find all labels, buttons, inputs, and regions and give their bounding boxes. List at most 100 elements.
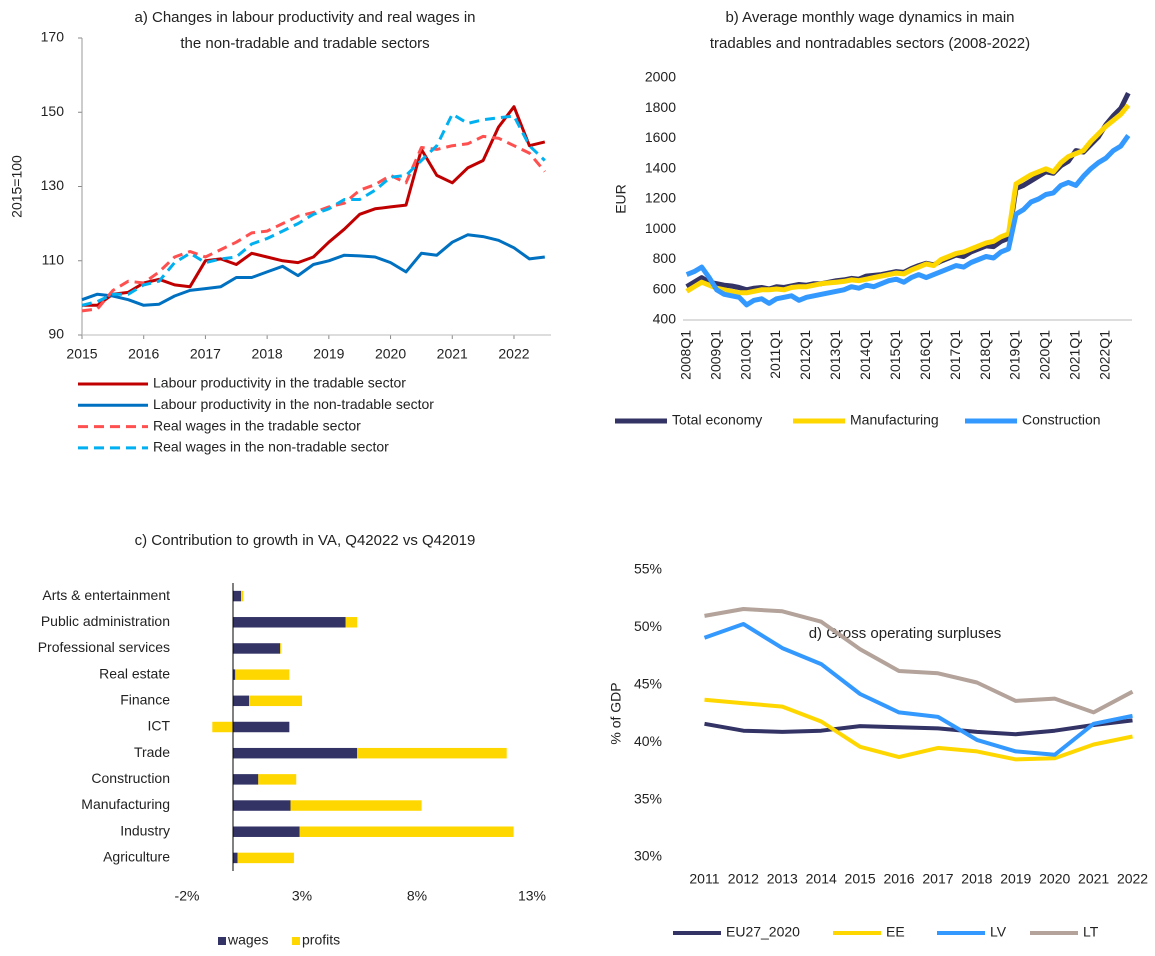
y-tick-label: 30% xyxy=(634,848,662,864)
legend-label: Real wages in the non-tradable sector xyxy=(153,439,389,455)
y-tick-label: 1000 xyxy=(645,220,676,236)
y-tick-label: 35% xyxy=(634,790,662,806)
y-tick-label: 1400 xyxy=(645,159,676,175)
bar-segment xyxy=(241,590,244,602)
category-label: Construction xyxy=(91,770,170,786)
y-tick-label: 170 xyxy=(41,29,65,45)
x-tick-label: 2009Q1 xyxy=(707,330,723,380)
bar-segment xyxy=(258,774,297,785)
series-line xyxy=(81,134,546,313)
x-tick-label: 2016 xyxy=(128,346,159,362)
x-tick-label: 2022 xyxy=(1117,871,1148,887)
x-tick-label: 2016 xyxy=(883,871,914,887)
category-label: Public administration xyxy=(41,613,170,629)
y-axis-title: % of GDP xyxy=(608,682,624,744)
series-line xyxy=(704,718,1133,737)
legend-label: EU27_2020 xyxy=(726,924,800,940)
y-tick-label: 1800 xyxy=(645,99,676,115)
y-tick-label: 130 xyxy=(41,177,65,193)
legend-label: Labour productivity in the tradable sect… xyxy=(153,375,406,391)
x-tick-label: 2018 xyxy=(961,871,992,887)
x-tick-label: 2013Q1 xyxy=(827,330,843,380)
y-tick-label: 55% xyxy=(634,561,662,577)
x-tick-label: 8% xyxy=(407,888,427,904)
series-line xyxy=(704,607,1134,715)
x-tick-label: 13% xyxy=(518,888,546,904)
category-label: Arts & entertainment xyxy=(42,587,170,603)
y-tick-label: 800 xyxy=(653,250,677,266)
bar-segment xyxy=(233,590,242,602)
x-tick-label: 2016Q1 xyxy=(917,330,933,380)
y-tick-label: 600 xyxy=(653,280,677,296)
y-tick-label: 45% xyxy=(634,676,662,692)
chart-title: d) Gross operating surpluses xyxy=(809,625,1002,642)
legend-label: Real wages in the tradable sector xyxy=(153,417,361,433)
x-tick-label: 2015Q1 xyxy=(887,330,903,380)
legend-label: EE xyxy=(886,924,905,940)
bar-segment xyxy=(233,695,250,707)
category-label: Professional services xyxy=(38,639,170,655)
chart-title: a) Changes in labour productivity and re… xyxy=(134,9,475,26)
y-axis-title: 2015=100 xyxy=(9,155,25,218)
x-tick-label: 2019Q1 xyxy=(1007,330,1023,380)
series-line xyxy=(81,233,545,307)
bar-segment xyxy=(345,617,358,628)
bar-segment xyxy=(233,826,300,837)
x-tick-label: 2012Q1 xyxy=(797,330,813,380)
legend-swatch xyxy=(218,937,226,945)
y-tick-label: 150 xyxy=(41,103,65,119)
series-line xyxy=(703,622,1133,757)
chart-title: tradables and nontradables sectors (2008… xyxy=(710,35,1030,52)
y-tick-label: 400 xyxy=(653,311,677,327)
x-tick-label: 2017 xyxy=(190,346,221,362)
y-tick-label: 1200 xyxy=(645,190,676,206)
x-tick-label: 3% xyxy=(292,888,312,904)
legend-label: Construction xyxy=(1022,412,1101,428)
y-axis-title: EUR xyxy=(613,184,629,214)
bar-segment xyxy=(233,721,290,733)
legend-label: wages xyxy=(227,932,268,948)
x-tick-label: 2020Q1 xyxy=(1037,330,1053,380)
x-tick-label: 2012 xyxy=(728,871,759,887)
y-tick-label: 2000 xyxy=(645,69,676,85)
x-tick-label: 2013 xyxy=(767,871,798,887)
category-label: Agriculture xyxy=(103,849,170,865)
x-tick-label: 2019 xyxy=(1000,871,1031,887)
bar-segment xyxy=(233,617,346,628)
legend-label: Total economy xyxy=(672,412,762,428)
x-tick-label: 2015 xyxy=(845,871,876,887)
x-tick-label: 2011 xyxy=(689,871,719,887)
x-tick-label: 2014Q1 xyxy=(857,330,873,380)
x-tick-label: 2021Q1 xyxy=(1067,330,1083,380)
bar-segment xyxy=(233,800,291,811)
legend-label: profits xyxy=(302,932,340,948)
y-tick-label: 40% xyxy=(634,733,662,749)
x-tick-label: 2010Q1 xyxy=(737,330,753,380)
y-tick-label: 50% xyxy=(634,618,662,634)
bar-segment xyxy=(280,643,282,654)
x-tick-label: 2014 xyxy=(806,871,837,887)
x-tick-label: 2017 xyxy=(922,871,953,887)
x-tick-label: 2018 xyxy=(252,346,283,362)
bar-segment xyxy=(290,800,422,811)
x-tick-label: 2018Q1 xyxy=(977,330,993,380)
bar-segment xyxy=(233,747,358,759)
bar-segment xyxy=(235,669,290,680)
bar-segment xyxy=(233,643,281,654)
y-tick-label: 1600 xyxy=(645,129,676,145)
chart-title: c) Contribution to growth in VA, Q42022 … xyxy=(135,532,476,549)
x-tick-label: 2015 xyxy=(66,346,97,362)
x-tick-label: 2022 xyxy=(498,346,529,362)
chart-title: b) Average monthly wage dynamics in main xyxy=(725,9,1014,26)
x-tick-label: 2021 xyxy=(437,346,468,362)
category-label: Industry xyxy=(120,822,170,838)
x-tick-label: 2017Q1 xyxy=(947,330,963,380)
bar-segment xyxy=(299,826,514,837)
x-tick-label: 2022Q1 xyxy=(1097,330,1113,380)
bar-segment xyxy=(212,721,233,733)
category-label: ICT xyxy=(147,718,170,734)
category-label: Real estate xyxy=(99,665,170,681)
series-line xyxy=(704,697,1133,762)
